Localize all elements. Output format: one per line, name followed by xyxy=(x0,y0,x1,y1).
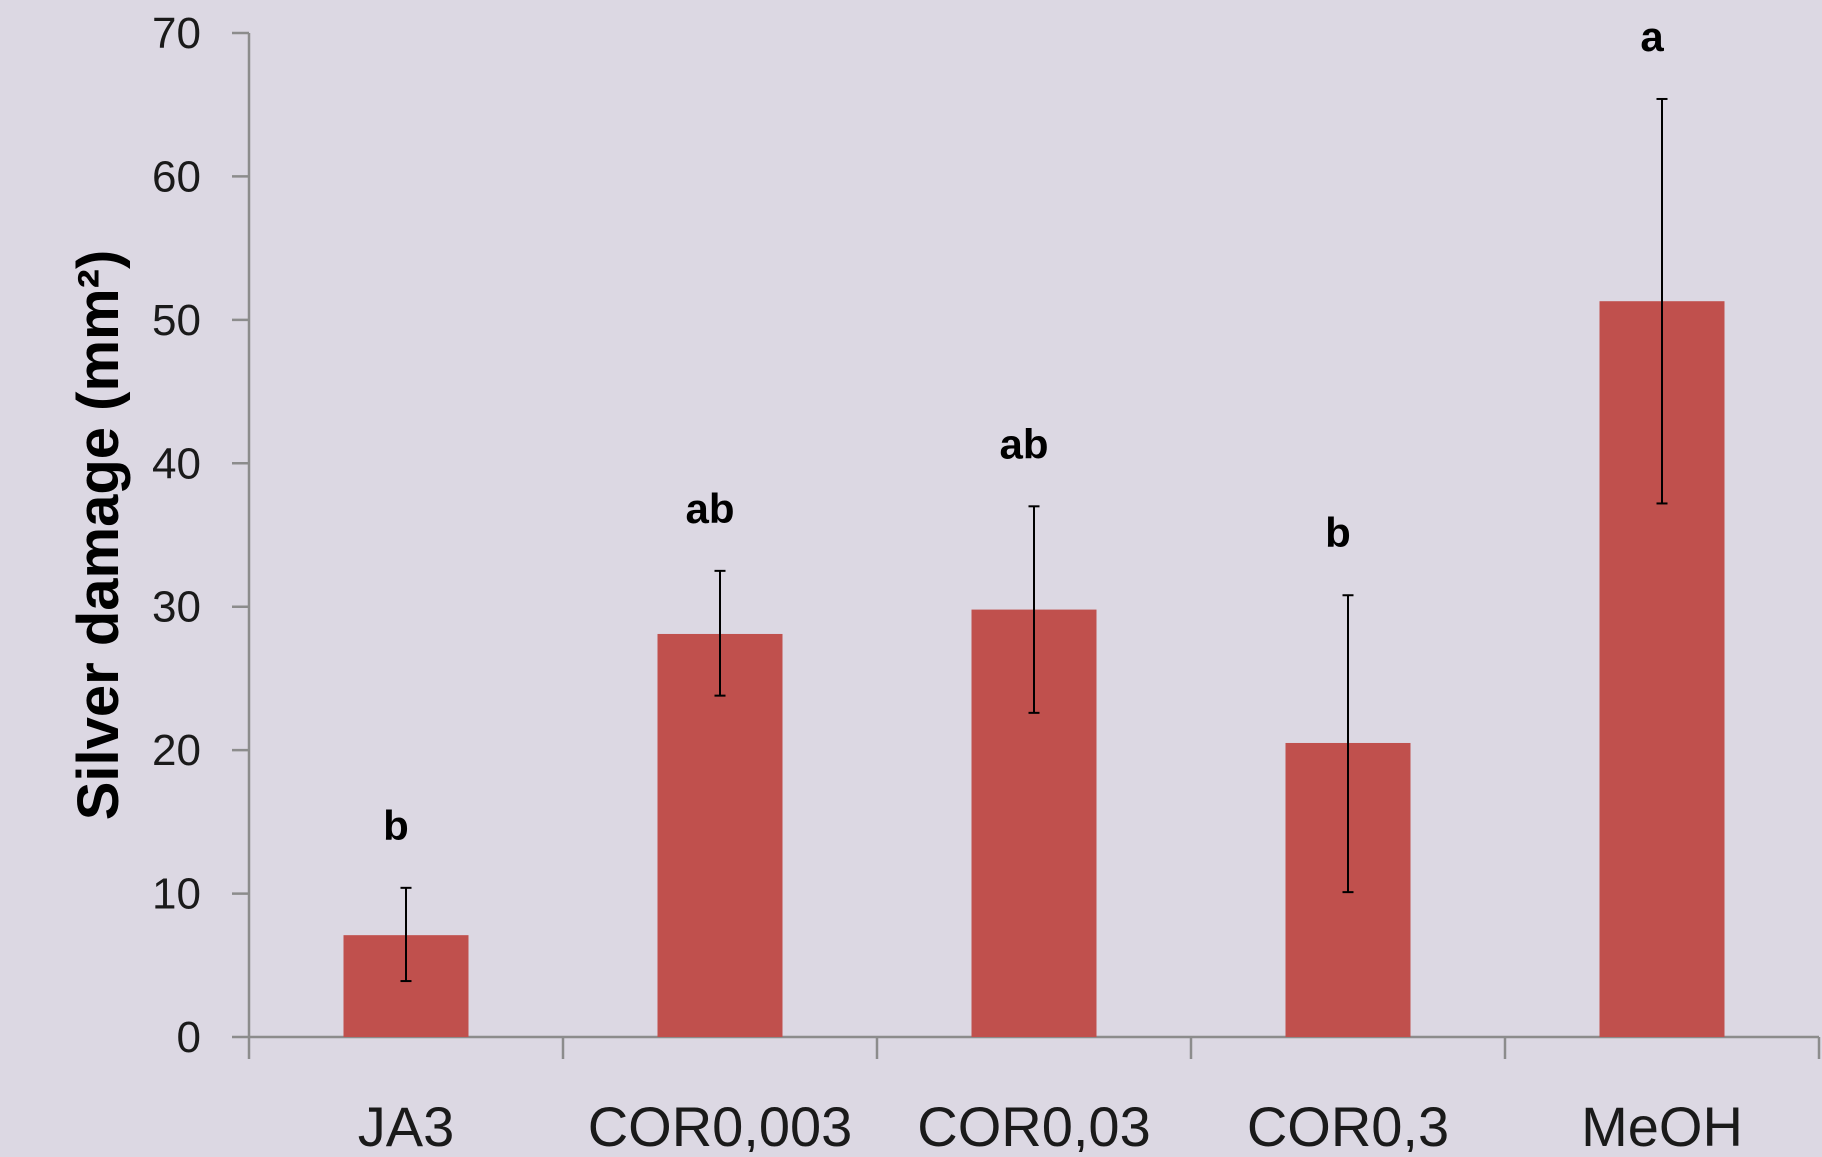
bar xyxy=(657,633,783,1037)
y-axis-title: Silver damage (mm²) xyxy=(66,250,131,821)
y-tick-label: 10 xyxy=(152,870,201,919)
x-category-label: JA3 xyxy=(358,1095,455,1152)
y-tick-label: 0 xyxy=(177,1013,201,1062)
labels-layer: b JA3 ab COR0,003 ab COR0,03 b COR0,3 a MeOH xyxy=(358,13,1743,1157)
significance-label: ab xyxy=(999,420,1048,467)
y-tick-label: 70 xyxy=(152,9,201,58)
significance-label: b xyxy=(383,802,409,849)
y-tick-label: 40 xyxy=(152,439,201,488)
y-tick-label: 50 xyxy=(152,296,201,345)
axes-layer: 0 10 20 30 40 50 60 70 xyxy=(152,9,1821,1062)
x-category-label: COR0,003 xyxy=(588,1095,853,1152)
x-category-label: MeOH xyxy=(1581,1095,1743,1152)
significance-label: b xyxy=(1325,509,1351,556)
x-category-label: COR0,03 xyxy=(917,1095,1150,1152)
significance-label: a xyxy=(1640,13,1664,60)
y-tick-label: 30 xyxy=(152,583,201,632)
error-bars-layer xyxy=(400,97,1668,983)
y-tick-label: 20 xyxy=(152,726,201,775)
x-category-label: COR0,3 xyxy=(1247,1095,1449,1152)
y-tick-label: 60 xyxy=(152,152,201,201)
significance-label: ab xyxy=(685,485,734,532)
